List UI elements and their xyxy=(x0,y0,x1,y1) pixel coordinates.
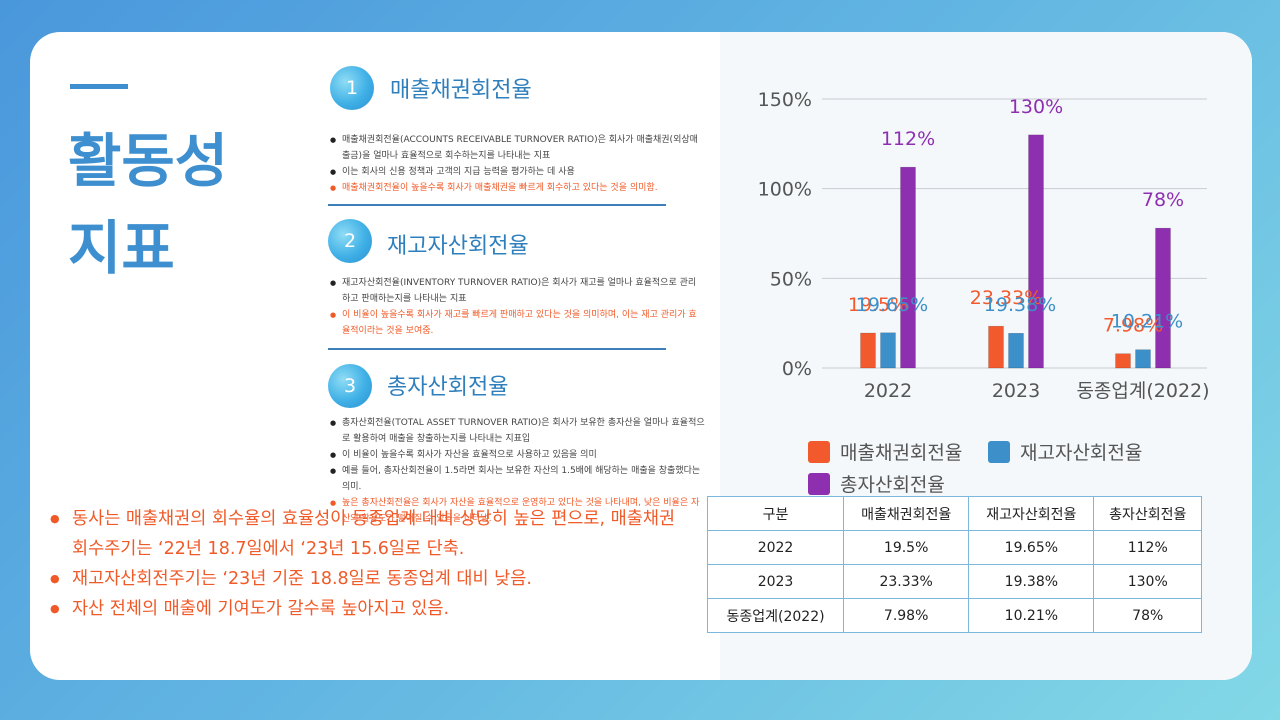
table-row: 2022 19.5% 19.65% 112% xyxy=(706,530,1202,565)
table-header-cell: 구분 xyxy=(706,496,845,531)
table-cell: 10.21% xyxy=(968,598,1095,633)
data-table: 구분 매출채권회전율 재고자산회전율 총자산회전율 2022 19.5% 19.… xyxy=(706,496,1202,633)
legend-swatch xyxy=(808,473,830,495)
bar-2 xyxy=(880,332,896,369)
legend-item: 총자산회전율 xyxy=(808,470,945,497)
section-2-number-badge: 2 xyxy=(328,219,372,263)
section-3-bullet: 예를 들어, 총자산회전율이 1.5라면 회사는 보유한 자산의 1.5배에 해… xyxy=(330,463,705,495)
data-label: 112% xyxy=(881,128,935,150)
y-tick-label: 0% xyxy=(782,358,812,380)
section-2-bullet-highlight: 이 비율이 높을수록 회사가 재고를 빠르게 판매하고 있다는 것을 의미하며,… xyxy=(330,307,700,339)
legend-label: 총자산회전율 xyxy=(840,474,945,496)
table-header-cell: 총자산회전율 xyxy=(1093,496,1202,531)
section-2-title: 재고자산회전율 xyxy=(387,234,529,259)
legend-item: 재고자산회전율 xyxy=(988,438,1142,465)
section-1-bullet-highlight: 매출채권회전율이 높을수록 회사가 매출채권을 빠르게 회수하고 있다는 것을 … xyxy=(330,180,700,196)
section-1-number-badge: 1 xyxy=(330,66,374,110)
legend-item: 매출채권회전율 xyxy=(808,438,962,465)
data-label: 19.65% xyxy=(856,294,928,316)
x-tick-label: 2022 xyxy=(864,380,912,402)
table-cell: 동종업계(2022) xyxy=(706,598,845,633)
data-label: 19.38% xyxy=(984,294,1056,316)
section-divider xyxy=(328,204,666,206)
table-cell: 19.5% xyxy=(843,530,970,565)
section-2-bullet: 재고자산회전율(INVENTORY TURNOVER RATIO)은 회사가 재… xyxy=(330,275,700,307)
bar-2 xyxy=(1135,349,1151,369)
table-cell: 7.98% xyxy=(843,598,970,633)
data-label: 130% xyxy=(1009,96,1063,118)
legend-label: 매출채권회전율 xyxy=(840,442,963,464)
x-tick-label: 동종업계(2022) xyxy=(1076,380,1209,402)
slide-title: 활동성 지표 xyxy=(68,127,229,282)
data-label: 78% xyxy=(1142,189,1184,211)
data-label: 19.5% xyxy=(848,294,908,316)
title-accent-bar xyxy=(70,84,128,89)
y-tick-label: 50% xyxy=(770,268,812,290)
y-tick-label: 100% xyxy=(758,179,812,201)
summary-item: 자산 전체의 매출에 기여도가 갈수록 높아지고 있음. xyxy=(50,594,690,624)
legend-label: 재고자산회전율 xyxy=(1020,442,1143,464)
section-2-bullets: 재고자산회전율(INVENTORY TURNOVER RATIO)은 회사가 재… xyxy=(330,275,700,339)
bar-3 xyxy=(900,166,916,369)
table-row: 동종업계(2022) 7.98% 10.21% 78% xyxy=(706,598,1202,633)
summary-item: 동사는 매출채권의 회수율의 효율성이 동종업계 대비 상당히 높은 편으로, … xyxy=(50,504,690,564)
bar-1 xyxy=(988,325,1004,369)
data-label: 10.21% xyxy=(1111,311,1183,333)
section-1-bullets: 매출채권회전율(ACCOUNTS RECEIVABLE TURNOVER RAT… xyxy=(330,132,700,196)
legend-swatch xyxy=(808,441,830,463)
bar-3 xyxy=(1155,227,1171,369)
table-cell: 112% xyxy=(1093,530,1202,565)
section-1-bullet: 매출채권회전율(ACCOUNTS RECEIVABLE TURNOVER RAT… xyxy=(330,132,700,164)
table-cell: 19.65% xyxy=(968,530,1095,565)
table-cell: 78% xyxy=(1093,598,1202,633)
section-1-title: 매출채권회전율 xyxy=(390,78,532,103)
section-1-bullet: 이는 회사의 신용 정책과 고객의 지급 능력을 평가하는 데 사용 xyxy=(330,164,700,180)
data-label: 7.98% xyxy=(1103,315,1163,337)
section-3-bullet: 이 비율이 높을수록 회사가 자산을 효율적으로 사용하고 있음을 의미 xyxy=(330,447,705,463)
section-3-number-badge: 3 xyxy=(328,364,372,408)
table-header-row: 구분 매출채권회전율 재고자산회전율 총자산회전율 xyxy=(706,496,1202,531)
summary-item: 재고자산회전주기는 ‘23년 기준 18.8일로 동종업계 대비 낮음. xyxy=(50,564,690,594)
table-cell: 130% xyxy=(1093,564,1202,599)
table-header-cell: 재고자산회전율 xyxy=(968,496,1095,531)
bar-2 xyxy=(1008,332,1024,369)
table-row: 2023 23.33% 19.38% 130% xyxy=(706,564,1202,599)
table-cell: 2022 xyxy=(706,530,845,565)
x-tick-label: 2023 xyxy=(992,380,1040,402)
section-divider xyxy=(328,348,666,350)
y-tick-label: 150% xyxy=(758,89,812,111)
bar-3 xyxy=(1028,134,1044,369)
table-cell: 2023 xyxy=(706,564,845,599)
bar-1 xyxy=(860,332,876,369)
section-3-bullet: 총자산회전율(TOTAL ASSET TURNOVER RATIO)은 회사가 … xyxy=(330,415,705,447)
legend-swatch xyxy=(988,441,1010,463)
table-cell: 23.33% xyxy=(843,564,970,599)
summary-list: 동사는 매출채권의 회수율의 효율성이 동종업계 대비 상당히 높은 편으로, … xyxy=(50,504,690,624)
data-label: 23.33% xyxy=(970,287,1042,309)
section-3-title: 총자산회전율 xyxy=(387,375,509,400)
table-cell: 19.38% xyxy=(968,564,1095,599)
table-header-cell: 매출채권회전율 xyxy=(843,496,970,531)
bar-1 xyxy=(1115,353,1131,369)
